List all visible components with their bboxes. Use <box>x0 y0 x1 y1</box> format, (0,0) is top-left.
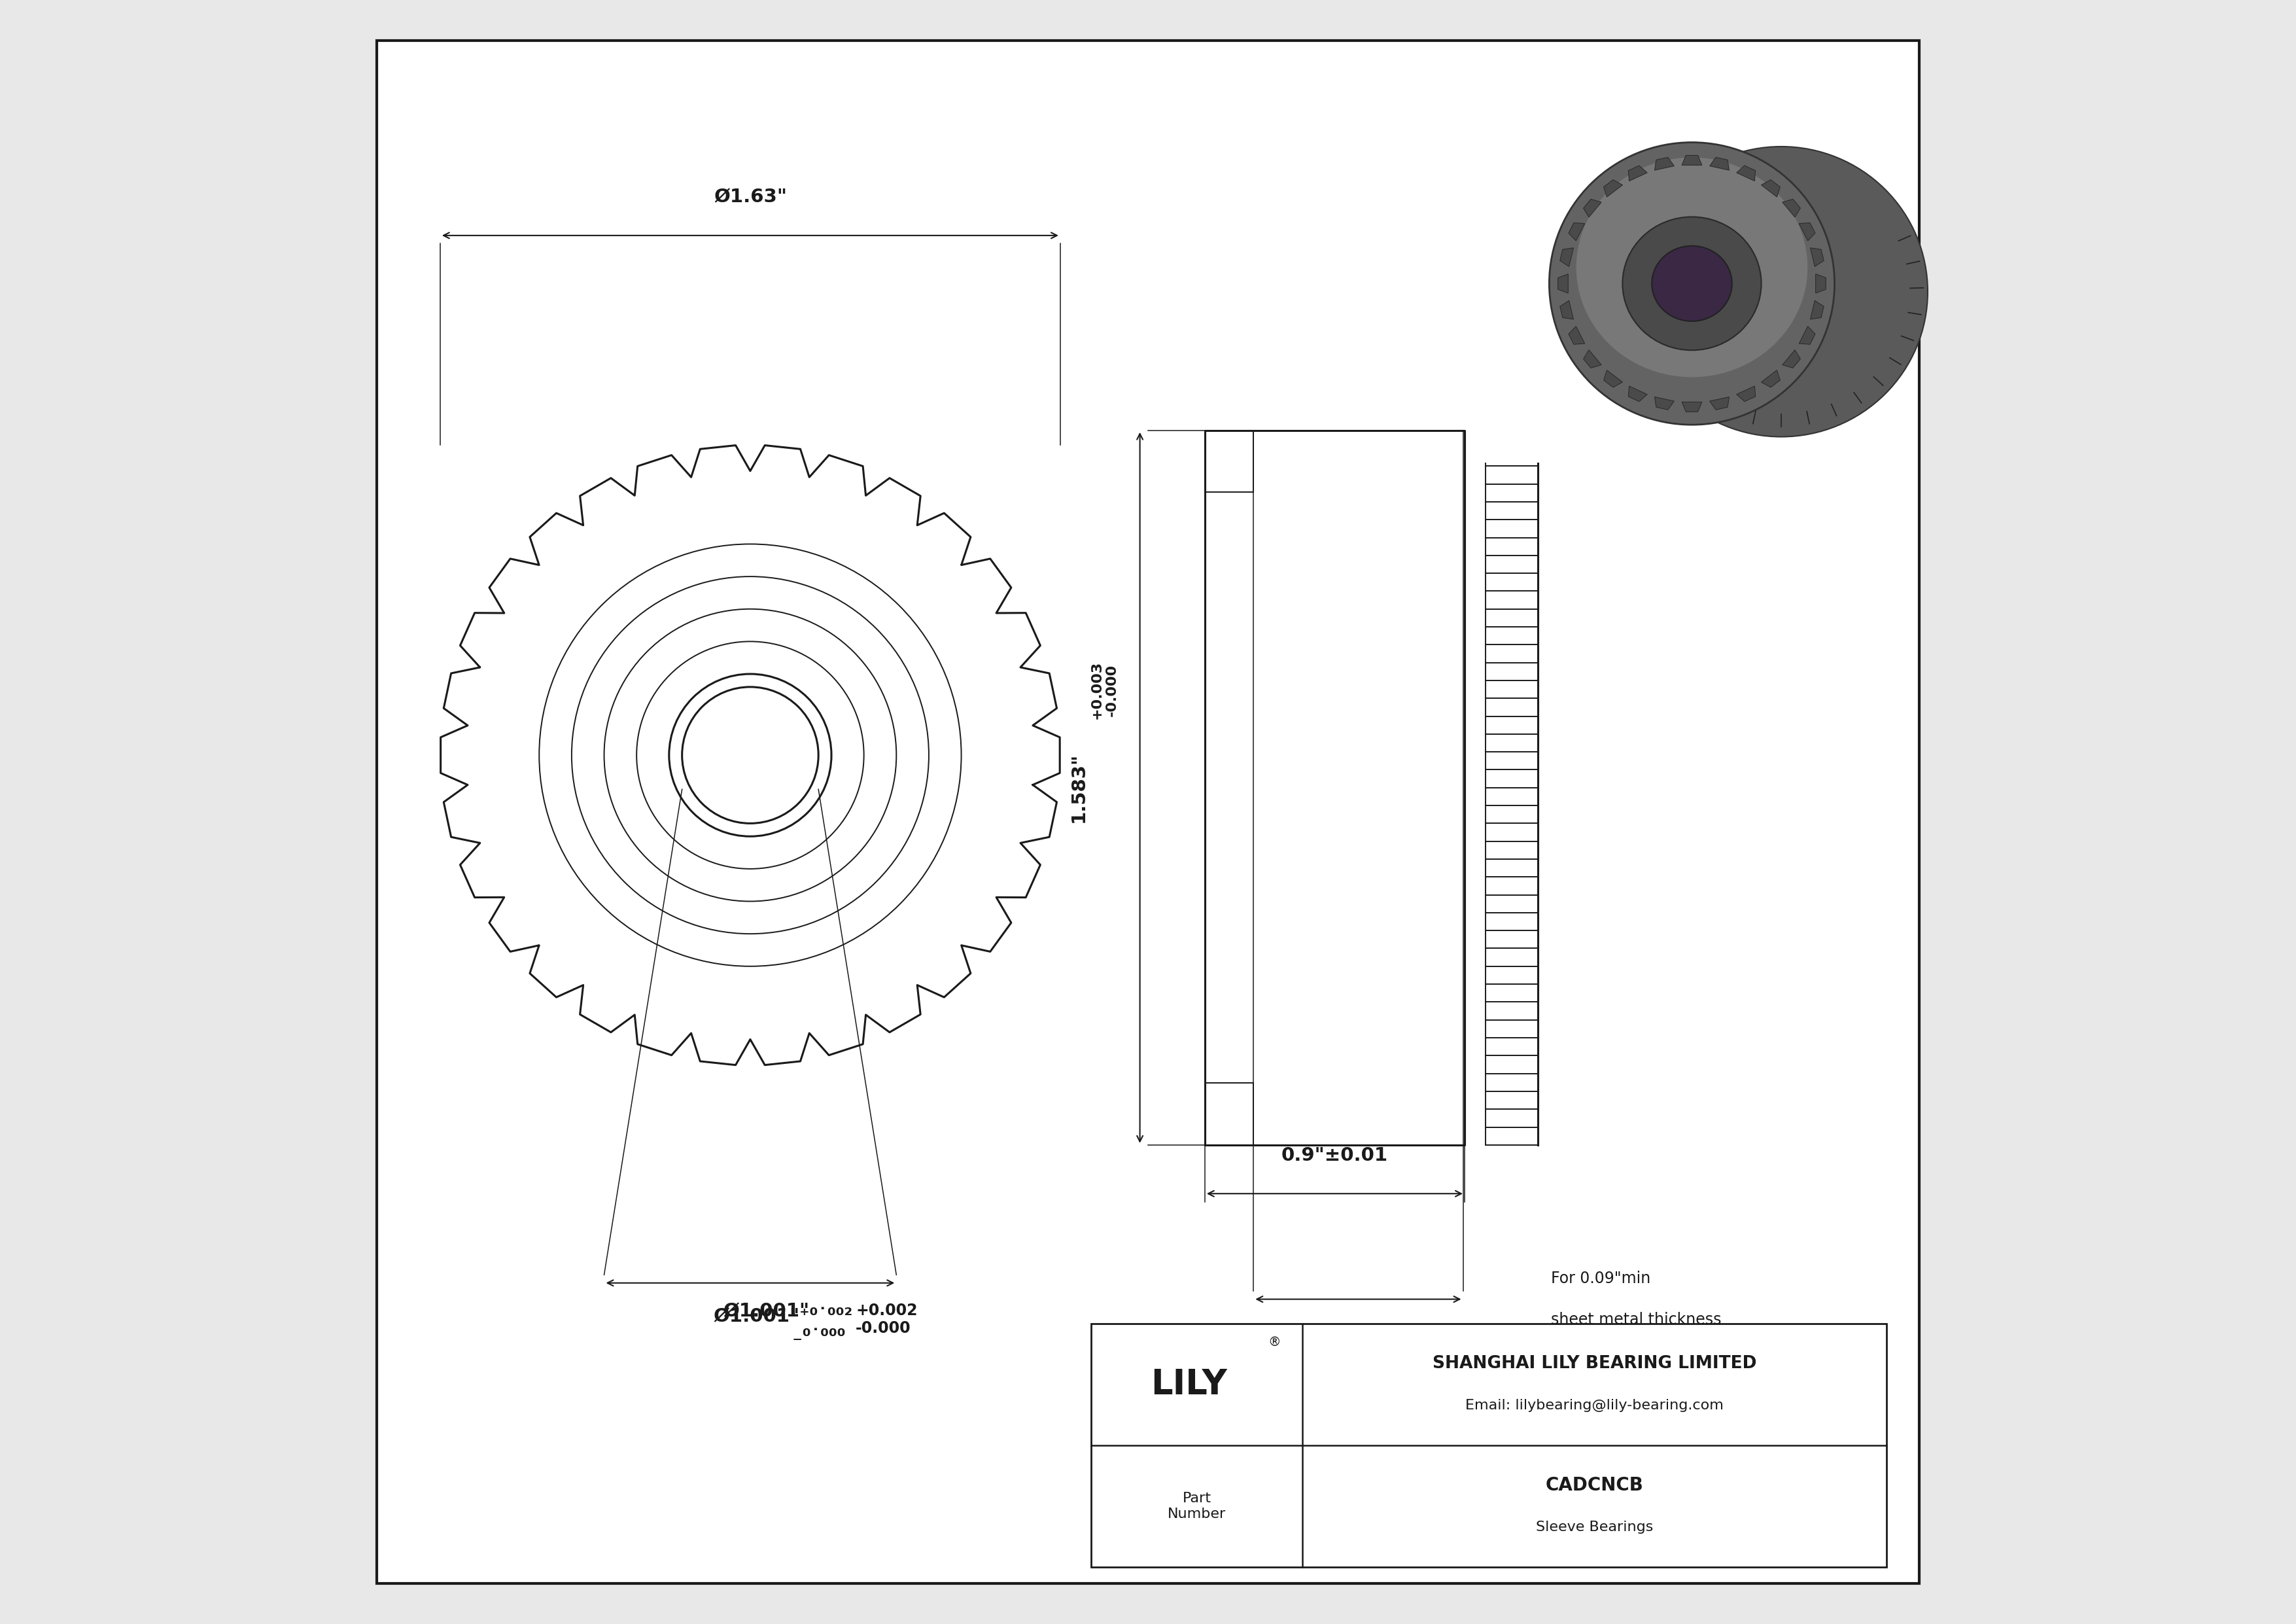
Polygon shape <box>1603 370 1623 388</box>
Ellipse shape <box>1550 143 1835 425</box>
Polygon shape <box>1816 274 1825 294</box>
Polygon shape <box>1736 166 1756 180</box>
Polygon shape <box>1628 387 1646 401</box>
Polygon shape <box>1809 300 1823 320</box>
Text: LILY: LILY <box>1150 1367 1226 1402</box>
Ellipse shape <box>1635 146 1929 437</box>
Polygon shape <box>1711 158 1729 171</box>
Polygon shape <box>1800 326 1816 344</box>
Text: For 0.09"min: For 0.09"min <box>1550 1270 1651 1286</box>
Polygon shape <box>1559 248 1573 266</box>
Text: SHANGHAI LILY BEARING LIMITED: SHANGHAI LILY BEARING LIMITED <box>1433 1354 1756 1372</box>
Polygon shape <box>1655 396 1674 409</box>
Polygon shape <box>1711 396 1729 409</box>
Text: Ø1.63": Ø1.63" <box>714 188 788 206</box>
Text: +0.002
-0.000: +0.002 -0.000 <box>856 1302 918 1337</box>
Polygon shape <box>1655 158 1674 171</box>
Circle shape <box>682 687 817 823</box>
Text: sheet metal thickness: sheet metal thickness <box>1550 1312 1722 1328</box>
Polygon shape <box>1736 387 1756 401</box>
Polygon shape <box>1761 180 1779 197</box>
Text: Email: lilybearing@lily-bearing.com: Email: lilybearing@lily-bearing.com <box>1465 1398 1724 1413</box>
Polygon shape <box>1761 370 1779 388</box>
Ellipse shape <box>1623 218 1761 351</box>
Polygon shape <box>1782 349 1800 369</box>
Polygon shape <box>1683 403 1701 412</box>
Ellipse shape <box>1577 158 1807 377</box>
Bar <box>1091 1324 1887 1567</box>
Text: +0.003
-0.000: +0.003 -0.000 <box>1091 661 1118 719</box>
Polygon shape <box>1568 326 1584 344</box>
Bar <box>1481 89 1887 463</box>
Polygon shape <box>1782 200 1800 218</box>
Polygon shape <box>1683 156 1701 166</box>
Polygon shape <box>1568 222 1584 240</box>
Text: Ø1.001": Ø1.001" <box>723 1302 810 1320</box>
Polygon shape <box>1800 222 1816 240</box>
Polygon shape <box>1559 274 1568 294</box>
Ellipse shape <box>1651 245 1731 322</box>
Polygon shape <box>1809 248 1823 266</box>
Text: 1.583": 1.583" <box>1070 752 1088 823</box>
Text: 0.9"±0.01: 0.9"±0.01 <box>1281 1147 1389 1164</box>
Text: Sleeve Bearings: Sleeve Bearings <box>1536 1520 1653 1535</box>
Text: CADCNCB: CADCNCB <box>1545 1476 1644 1494</box>
Polygon shape <box>1584 200 1600 218</box>
Text: ®: ® <box>1267 1337 1281 1348</box>
Text: Ø1.001"⁺⁰˙⁰⁰²
           ₋⁰˙⁰⁰⁰: Ø1.001"⁺⁰˙⁰⁰² ₋⁰˙⁰⁰⁰ <box>714 1307 852 1346</box>
Text: Part
Number: Part Number <box>1166 1492 1226 1520</box>
Polygon shape <box>1584 349 1600 369</box>
Polygon shape <box>1628 166 1646 180</box>
Polygon shape <box>1603 180 1623 197</box>
Polygon shape <box>1559 300 1573 320</box>
